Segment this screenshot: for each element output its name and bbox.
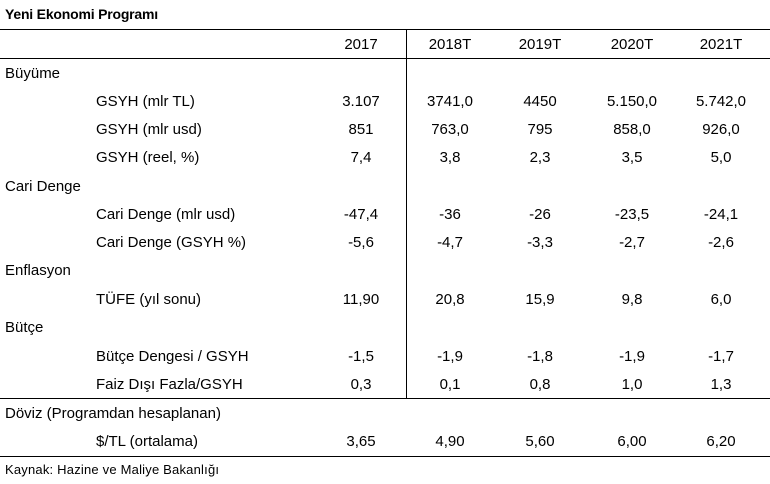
table-cell: -47,4 <box>343 206 379 223</box>
row-label: TÜFE (yıl sonu) <box>96 291 202 308</box>
table-cell: 3,65 <box>346 433 376 450</box>
table-cell: 1,3 <box>710 376 732 393</box>
column-header-2019t: 2019T <box>518 36 562 53</box>
table-cell: 11,90 <box>342 291 380 308</box>
table-cell: -36 <box>439 206 461 223</box>
table-cell: 20,8 <box>435 291 465 308</box>
table-cell: -26 <box>529 206 551 223</box>
row-label: GSYH (reel, %) <box>96 149 200 166</box>
column-header-2021t: 2021T <box>699 36 743 53</box>
section-heading-butce: Bütçe <box>5 319 44 336</box>
rule-top <box>0 29 770 30</box>
source-note: Kaynak: Hazine ve Maliye Bakanlığı <box>5 462 220 477</box>
table-cell: -1,9 <box>437 348 463 365</box>
table-cell: -5,6 <box>348 234 374 251</box>
section-heading-cari-denge: Cari Denge <box>5 178 81 195</box>
table-cell: 0,8 <box>529 376 551 393</box>
table-cell: 5,0 <box>710 149 732 166</box>
section-heading-doviz: Döviz (Programdan hesaplanan) <box>5 405 221 422</box>
table-cell: 926,0 <box>702 121 740 138</box>
row-label: Cari Denge (GSYH %) <box>96 234 247 251</box>
table-cell: -24,1 <box>703 206 739 223</box>
table-title: Yeni Ekonomi Programı <box>5 6 158 22</box>
table-cell: 763,0 <box>431 121 469 138</box>
table-cell: 0,3 <box>350 376 372 393</box>
row-label: Faiz Dışı Fazla/GSYH <box>96 376 243 393</box>
table-cell: 5.742,0 <box>695 93 747 110</box>
rule-fx-top <box>0 398 770 399</box>
row-label: GSYH (mlr TL) <box>96 93 195 110</box>
column-header-2018t: 2018T <box>428 36 472 53</box>
table-cell: 851 <box>348 121 374 138</box>
table-cell: 2,3 <box>529 149 551 166</box>
row-label: $/TL (ortalama) <box>96 433 198 450</box>
table-cell: 9,8 <box>621 291 643 308</box>
column-divider <box>406 29 407 398</box>
rule-header <box>0 58 770 59</box>
table-cell: 795 <box>527 121 553 138</box>
table-cell: 5.150,0 <box>606 93 658 110</box>
table-cell: 3.107 <box>342 93 380 110</box>
table-cell: 5,60 <box>525 433 555 450</box>
row-label: Cari Denge (mlr usd) <box>96 206 236 223</box>
table-cell: 15,9 <box>525 291 555 308</box>
table-cell: -3,3 <box>527 234 553 251</box>
table-cell: -2,6 <box>708 234 734 251</box>
table-cell: 3741,0 <box>427 93 473 110</box>
column-header-2020t: 2020T <box>610 36 654 53</box>
table-cell: -1,8 <box>527 348 553 365</box>
column-header-2017: 2017 <box>344 36 378 53</box>
table-cell: -1,7 <box>708 348 734 365</box>
table-cell: 1,0 <box>621 376 643 393</box>
table-cell: -1,9 <box>619 348 645 365</box>
table-cell: 0,1 <box>439 376 461 393</box>
table-cell: 3,8 <box>439 149 461 166</box>
section-heading-buyume: Büyüme <box>5 65 61 82</box>
table-cell: 6,20 <box>706 433 736 450</box>
table-cell: 6,00 <box>617 433 647 450</box>
table-cell: 6,0 <box>710 291 732 308</box>
table-cell: 858,0 <box>613 121 651 138</box>
table-cell: 3,5 <box>621 149 643 166</box>
table-cell: -1,5 <box>348 348 374 365</box>
rule-bottom <box>0 456 770 457</box>
table-cell: -2,7 <box>619 234 645 251</box>
table-cell: 4,90 <box>435 433 465 450</box>
table-cell: -4,7 <box>437 234 463 251</box>
row-label: Bütçe Dengesi / GSYH <box>96 348 249 365</box>
section-heading-enflasyon: Enflasyon <box>5 262 71 279</box>
table-cell: 4450 <box>523 93 557 110</box>
table-cell: 7,4 <box>350 149 372 166</box>
table-cell: -23,5 <box>614 206 650 223</box>
row-label: GSYH (mlr usd) <box>96 121 202 138</box>
